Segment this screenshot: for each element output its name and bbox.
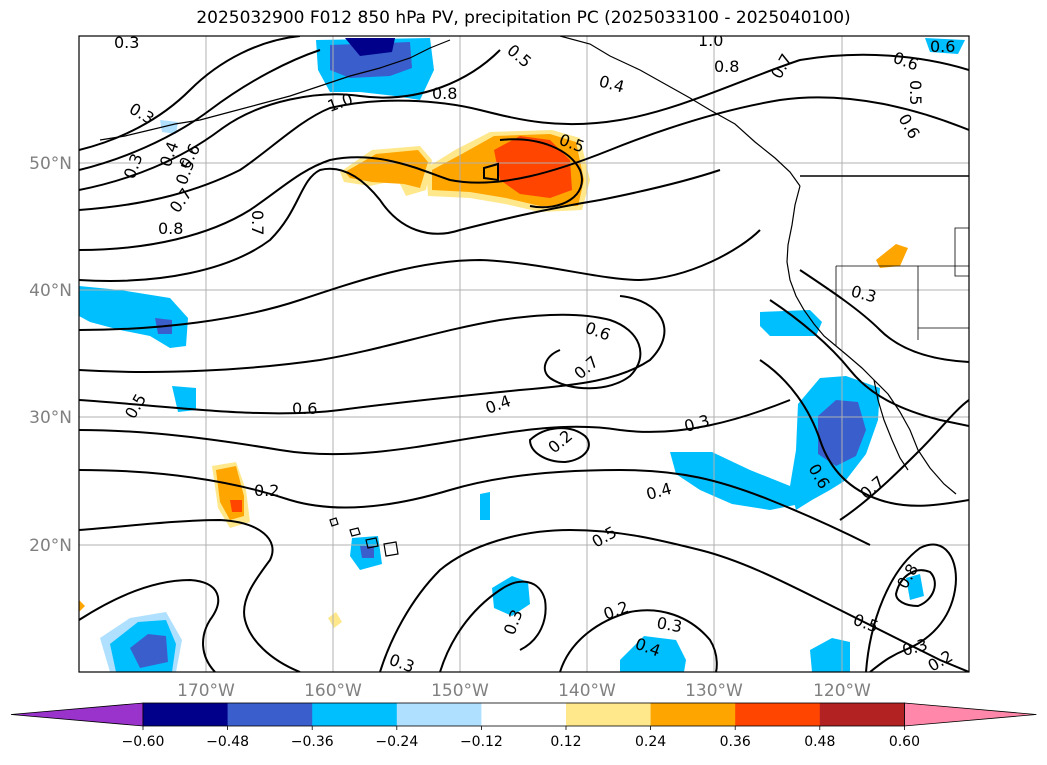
precip-region <box>79 286 188 348</box>
contour-label: 0.6 <box>891 48 921 75</box>
precip-region <box>670 452 800 510</box>
lon-tick-label: 150°W <box>431 681 489 701</box>
colorbar-extend-min <box>10 702 144 727</box>
lon-tick-label: 160°W <box>304 681 362 701</box>
contour-label: 0.4 <box>597 72 627 97</box>
precip-region <box>620 636 686 672</box>
precip-region <box>925 38 965 54</box>
precip-region <box>494 136 572 198</box>
colorbar-segment <box>819 703 905 726</box>
colorbar-tick-label: −0.48 <box>206 734 249 750</box>
precip-region <box>230 500 242 512</box>
precip-region <box>328 612 342 628</box>
colorbar: −0.60 −0.48 −0.36 −0.24 −0.12 0.12 0.24 0.36 0.4… <box>10 702 1037 750</box>
contour-label: 0.2 <box>254 481 279 500</box>
coastlines <box>99 36 969 557</box>
lon-tick-label: 170°W <box>177 681 235 701</box>
contour-label: 0.8 <box>158 219 183 238</box>
precip-region <box>130 634 168 668</box>
colorbar-tick-label: 0.24 <box>635 734 666 750</box>
colorbar-segments <box>10 702 1037 727</box>
contour-label: 0.5 <box>589 522 621 551</box>
precip-region <box>760 310 822 336</box>
colorbar-tick-label: −0.60 <box>122 734 165 750</box>
gridlines <box>79 36 969 672</box>
colorbar-segment <box>143 703 229 726</box>
contour-label: 0.5 <box>906 80 925 105</box>
precip-region <box>160 120 178 134</box>
lat-tick-label: 30°N <box>29 408 72 428</box>
lat-tick-label: 40°N <box>29 281 72 301</box>
colorbar-ticks: −0.60 −0.48 −0.36 −0.24 −0.12 0.12 0.24 0.36 0.4… <box>122 726 920 750</box>
precip-region <box>876 244 908 268</box>
contour-label: 0.7 <box>856 472 888 503</box>
contour-label: 0.3 <box>114 33 139 52</box>
precip-shading <box>79 38 965 672</box>
contour-label: 0.5 <box>503 41 535 72</box>
map-plot-area: 0.3 0.3 0.3 0.4 0.5 0.6 0.7 0.8 1.0 0.8 … <box>79 31 969 677</box>
contour-label: 0.2 <box>925 646 957 675</box>
colorbar-tick-label: −0.12 <box>460 734 503 750</box>
lon-axis-labels: 170°W 160°W 150°W 140°W 130°W 120°W <box>177 681 871 701</box>
precip-region <box>360 546 374 558</box>
lon-tick-label: 140°W <box>558 681 616 701</box>
contour-label: 0.3 <box>849 282 879 307</box>
contour-label: 0.6 <box>895 111 924 143</box>
pv-contour-labels: 0.3 0.3 0.3 0.4 0.5 0.6 0.7 0.8 1.0 0.8 … <box>114 31 957 677</box>
colorbar-segment <box>650 703 736 726</box>
contour-label: 0.7 <box>248 210 267 235</box>
precip-region <box>492 576 530 616</box>
colorbar-segment <box>312 703 398 726</box>
map-frame <box>78 35 970 673</box>
lon-tick-label: 130°W <box>685 681 743 701</box>
contour-label: 0.3 <box>387 650 417 677</box>
precip-region <box>906 574 924 600</box>
precip-region <box>79 600 85 612</box>
colorbar-outline <box>142 702 905 727</box>
lon-tick-label: 120°W <box>813 681 871 701</box>
contour-label: 1.0 <box>325 89 355 116</box>
colorbar-tick-label: −0.36 <box>291 734 334 750</box>
contour-label: 0.4 <box>483 391 513 418</box>
contour-label: 0.3 <box>682 411 712 436</box>
pv-contours <box>79 36 969 672</box>
precip-region <box>345 38 395 56</box>
colorbar-tick-label: 0.60 <box>889 734 920 750</box>
contour-label: 0.6 <box>930 37 955 56</box>
lat-tick-label: 50°N <box>29 154 72 174</box>
colorbar-extend-max <box>904 702 1037 727</box>
contour-label: 0.3 <box>900 635 930 660</box>
colorbar-segment <box>481 703 567 726</box>
contour-label: 0.4 <box>644 479 674 504</box>
colorbar-segment <box>227 703 313 726</box>
colorbar-segment <box>396 703 482 726</box>
colorbar-segment <box>735 703 821 726</box>
colorbar-segment <box>566 703 652 726</box>
colorbar-tick-label: −0.24 <box>375 734 418 750</box>
lat-tick-label: 20°N <box>29 536 72 556</box>
map-title: 2025032900 F012 850 hPa PV, precipitatio… <box>196 8 851 28</box>
contour-label: 0.7 <box>570 352 602 383</box>
contour-label: 0.8 <box>432 84 457 103</box>
contour-label: 0.2 <box>544 426 576 457</box>
contour-label: 0.2 <box>601 597 631 624</box>
contour-label: 0.3 <box>655 613 683 636</box>
contour-label: 0.3 <box>126 99 158 128</box>
contour-label: 0.6 <box>292 399 317 418</box>
precip-region <box>345 150 428 188</box>
contour-label: 0.7 <box>767 50 796 82</box>
contour-label: 0.8 <box>714 57 739 76</box>
precip-region <box>810 638 850 672</box>
colorbar-tick-label: 0.12 <box>550 734 581 750</box>
colorbar-tick-label: 0.36 <box>720 734 751 750</box>
colorbar-tick-label: 0.48 <box>804 734 835 750</box>
precip-region <box>480 492 490 520</box>
precip-region <box>172 386 196 412</box>
contour-label: 1.0 <box>698 31 723 50</box>
lat-axis-labels: 50°N 40°N 30°N 20°N <box>29 154 72 556</box>
